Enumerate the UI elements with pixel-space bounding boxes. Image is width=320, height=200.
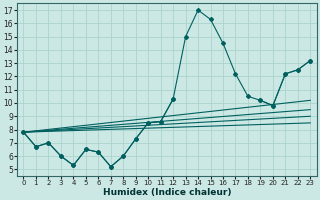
X-axis label: Humidex (Indice chaleur): Humidex (Indice chaleur) [103, 188, 231, 197]
